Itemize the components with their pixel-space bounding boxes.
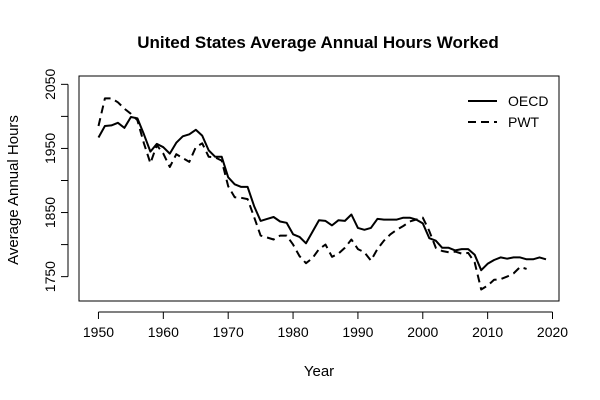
x-axis: 1950 1960 1970 1980 1990 2000 2010 2020	[83, 311, 568, 340]
y-ticks: 1750 1850 1950 2050	[42, 69, 68, 292]
series-layer	[97, 97, 547, 291]
x-tick-label: 2000	[407, 324, 438, 340]
y-tick-label: 1750	[42, 261, 58, 292]
legend-label-pwt: PWT	[508, 114, 540, 130]
series-line-pwt	[97, 97, 527, 291]
x-tick-label: 1950	[83, 324, 114, 340]
y-tick-label: 1850	[42, 197, 58, 228]
chart-title: United States Average Annual Hours Worke…	[137, 33, 498, 52]
x-tick-label: 1960	[148, 324, 179, 340]
x-axis-label: Year	[304, 363, 334, 380]
y-axis: 1750 1850 1950 2050	[42, 69, 69, 292]
x-tick-label: 2010	[472, 324, 503, 340]
x-ticks: 1950 1960 1970 1980 1990 2000 2010 2020	[83, 312, 568, 340]
plot-frame	[78, 75, 560, 302]
legend-label-oecd: OECD	[508, 93, 548, 109]
x-tick-label: 1970	[213, 324, 244, 340]
y-axis-label: Average Annual Hours	[5, 115, 22, 265]
y-tick-label: 1950	[42, 133, 58, 164]
x-tick-label: 2020	[537, 324, 568, 340]
legend: OECD PWT	[468, 93, 548, 130]
x-tick-label: 1990	[342, 324, 373, 340]
series-line-oecd	[97, 116, 547, 272]
y-tick-label: 2050	[42, 69, 58, 100]
x-tick-label: 1980	[277, 324, 308, 340]
